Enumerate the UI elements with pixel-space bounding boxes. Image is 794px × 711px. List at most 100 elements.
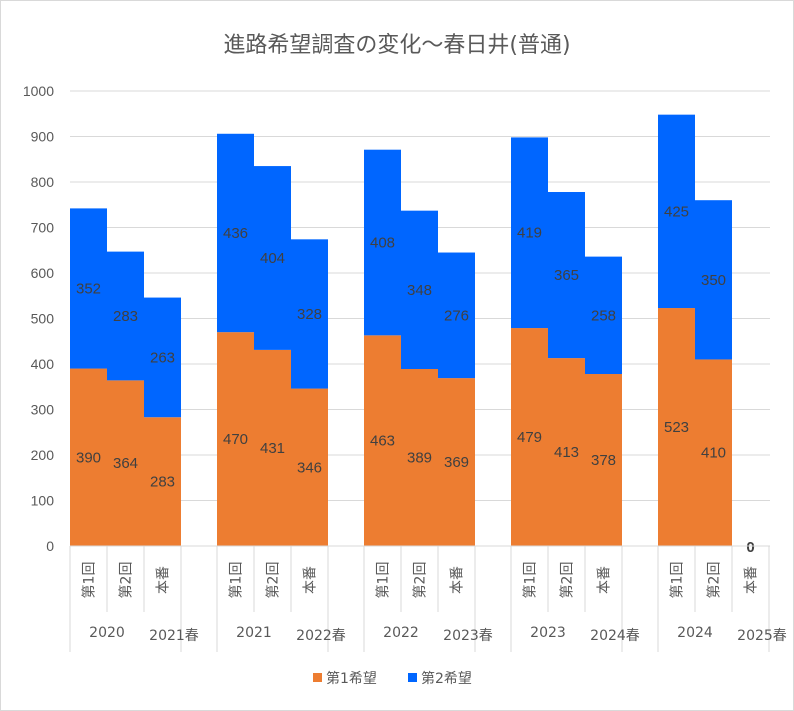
legend-swatch bbox=[408, 673, 417, 682]
category-label: 第2回 bbox=[412, 562, 429, 599]
data-label-series2: 283 bbox=[113, 308, 138, 325]
category-label: 第1回 bbox=[669, 562, 686, 599]
group-label-secondary: 2023春 bbox=[443, 628, 493, 644]
y-tick-label: 100 bbox=[31, 493, 55, 509]
bar-series2 bbox=[511, 137, 548, 329]
group-label-secondary: 2021春 bbox=[149, 628, 199, 644]
data-label-series1: 470 bbox=[223, 431, 248, 448]
data-label-series1: 283 bbox=[150, 474, 175, 491]
data-label-series2: 408 bbox=[370, 235, 395, 252]
group-label: 2021 bbox=[236, 625, 272, 641]
bar-series1 bbox=[658, 308, 695, 546]
data-label-series1: 431 bbox=[260, 440, 285, 457]
bar-series1 bbox=[438, 378, 475, 546]
data-label-series2: 276 bbox=[444, 307, 469, 324]
y-tick-label: 700 bbox=[31, 220, 55, 236]
bar-series2 bbox=[585, 256, 622, 375]
group-label: 2020 bbox=[89, 625, 125, 641]
data-label-series2: 328 bbox=[297, 306, 322, 323]
category-label: 第1回 bbox=[375, 562, 392, 599]
category-label: 本番 bbox=[303, 566, 319, 594]
category-label: 第2回 bbox=[118, 562, 135, 599]
data-label-series1: 479 bbox=[517, 429, 542, 446]
category-label: 第1回 bbox=[228, 562, 245, 599]
group-label: 2023 bbox=[530, 625, 566, 641]
y-tick-label: 1000 bbox=[23, 83, 54, 99]
group-label-secondary: 2024春 bbox=[590, 628, 640, 644]
bar-series1 bbox=[401, 369, 438, 546]
data-label-series1: 463 bbox=[370, 433, 395, 450]
bar-series2 bbox=[144, 297, 181, 418]
group-label: 2022 bbox=[383, 625, 419, 641]
bar-series1 bbox=[217, 332, 254, 546]
bar-series1 bbox=[695, 359, 732, 546]
y-tick-label: 500 bbox=[31, 311, 55, 327]
bar-series2 bbox=[291, 239, 328, 389]
category-label: 本番 bbox=[744, 566, 760, 594]
bar-series1 bbox=[548, 358, 585, 546]
data-label-series2: 352 bbox=[76, 280, 101, 297]
category-label: 第2回 bbox=[706, 562, 723, 599]
data-label-series2: 425 bbox=[664, 203, 689, 220]
category-label: 本番 bbox=[156, 566, 172, 594]
category-label: 本番 bbox=[597, 566, 613, 594]
data-label-series2: 348 bbox=[407, 282, 432, 299]
bar-series1 bbox=[70, 368, 107, 546]
bar-series1 bbox=[254, 349, 291, 546]
data-label-series2: 365 bbox=[554, 267, 579, 284]
data-label-series1: 389 bbox=[407, 450, 432, 467]
legend-label: 第1希望 bbox=[326, 670, 377, 687]
legend-swatch bbox=[313, 673, 322, 682]
data-label-series1: 378 bbox=[591, 452, 616, 469]
bar-series2 bbox=[401, 210, 438, 370]
y-tick-label: 200 bbox=[31, 447, 55, 463]
category-label: 本番 bbox=[450, 566, 466, 594]
bar-series2 bbox=[217, 133, 254, 333]
bar-series2 bbox=[254, 166, 291, 350]
y-tick-label: 0 bbox=[46, 538, 54, 554]
y-tick-label: 300 bbox=[31, 402, 55, 418]
data-label-series2: 258 bbox=[591, 307, 616, 324]
group-label-secondary: 2025春 bbox=[737, 628, 787, 644]
data-label-zero: 0 bbox=[746, 539, 754, 556]
y-tick-label: 900 bbox=[31, 129, 55, 145]
data-label-series1: 369 bbox=[444, 454, 469, 471]
legend-label: 第2希望 bbox=[421, 670, 472, 687]
data-label-series1: 410 bbox=[701, 445, 726, 462]
category-label: 第1回 bbox=[522, 562, 539, 599]
bar-series1 bbox=[107, 380, 144, 546]
data-label-series2: 404 bbox=[260, 250, 285, 267]
data-label-series1: 523 bbox=[664, 419, 689, 436]
data-label-series2: 263 bbox=[150, 349, 175, 366]
bar-series2 bbox=[695, 200, 732, 360]
bar-series2 bbox=[548, 192, 585, 359]
bar-series2 bbox=[107, 251, 144, 381]
category-label: 第1回 bbox=[81, 562, 98, 599]
bar-series1 bbox=[291, 388, 328, 546]
data-label-series2: 419 bbox=[517, 225, 542, 242]
data-label-series1: 346 bbox=[297, 459, 322, 476]
chart-title: 進路希望調査の変化～春日井(普通) bbox=[223, 33, 570, 58]
y-tick-label: 800 bbox=[31, 174, 55, 190]
y-tick-label: 600 bbox=[31, 265, 55, 281]
group-label: 2024 bbox=[677, 625, 713, 641]
group-label-secondary: 2022春 bbox=[296, 628, 346, 644]
bar-series2 bbox=[438, 252, 475, 379]
bar-series1 bbox=[144, 417, 181, 546]
bar-series2 bbox=[658, 114, 695, 309]
data-label-series1: 364 bbox=[113, 455, 138, 472]
bar-series2 bbox=[364, 149, 401, 336]
data-label-series1: 390 bbox=[76, 449, 101, 466]
bar-series1 bbox=[364, 335, 401, 546]
data-label-series2: 436 bbox=[223, 225, 248, 242]
bar-series1 bbox=[585, 374, 622, 546]
category-label: 第2回 bbox=[559, 562, 576, 599]
y-tick-label: 400 bbox=[31, 356, 55, 372]
bar-series2 bbox=[70, 208, 107, 369]
category-label: 第2回 bbox=[265, 562, 282, 599]
bar-series1 bbox=[511, 328, 548, 546]
data-label-series1: 413 bbox=[554, 444, 579, 461]
data-label-series2: 350 bbox=[701, 272, 726, 289]
